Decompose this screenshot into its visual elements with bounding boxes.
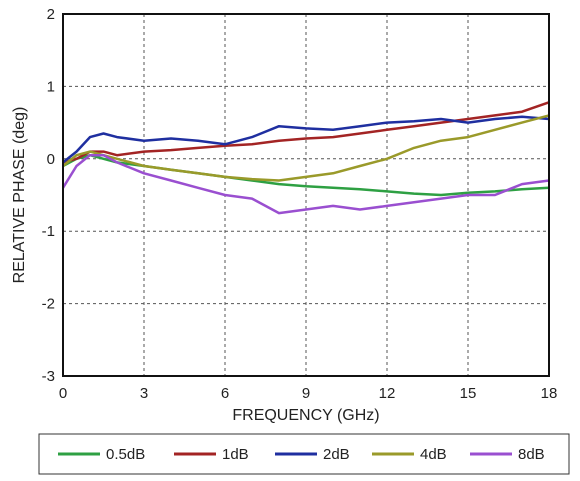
y-tick-label: 0 — [47, 151, 55, 168]
legend-label: 0.5dB — [106, 446, 145, 463]
legend-label: 2dB — [323, 446, 350, 463]
y-tick-label: -1 — [42, 223, 55, 240]
x-tick-label: 12 — [379, 385, 396, 402]
legend-label: 1dB — [222, 446, 249, 463]
series-line-2db — [62, 115, 550, 164]
plot-frame — [62, 13, 550, 377]
x-tick-label: 15 — [460, 385, 477, 402]
y-tick-label: -2 — [42, 296, 55, 313]
series-layer — [61, 101, 550, 215]
legend-label: 4dB — [420, 446, 447, 463]
series-line-8db — [61, 153, 550, 215]
legend: 0.5dB 1dB 2dB 4dB 8dB — [38, 433, 570, 475]
x-tick-label: 6 — [221, 385, 229, 402]
x-axis-title: FREQUENCY (GHz) — [232, 407, 379, 424]
y-tick-label: 1 — [47, 78, 55, 95]
legend-label: 8dB — [518, 446, 545, 463]
x-tick-label: 18 — [541, 385, 558, 402]
x-tick-label: 3 — [140, 385, 148, 402]
y-tick-label: 2 — [47, 6, 55, 23]
y-axis-title: RELATIVE PHASE (deg) — [11, 107, 28, 284]
y-tick-label: -3 — [42, 368, 55, 385]
x-tick-label: 0 — [59, 385, 67, 402]
x-tick-label: 9 — [302, 385, 310, 402]
series-line-0-5db — [62, 153, 550, 197]
